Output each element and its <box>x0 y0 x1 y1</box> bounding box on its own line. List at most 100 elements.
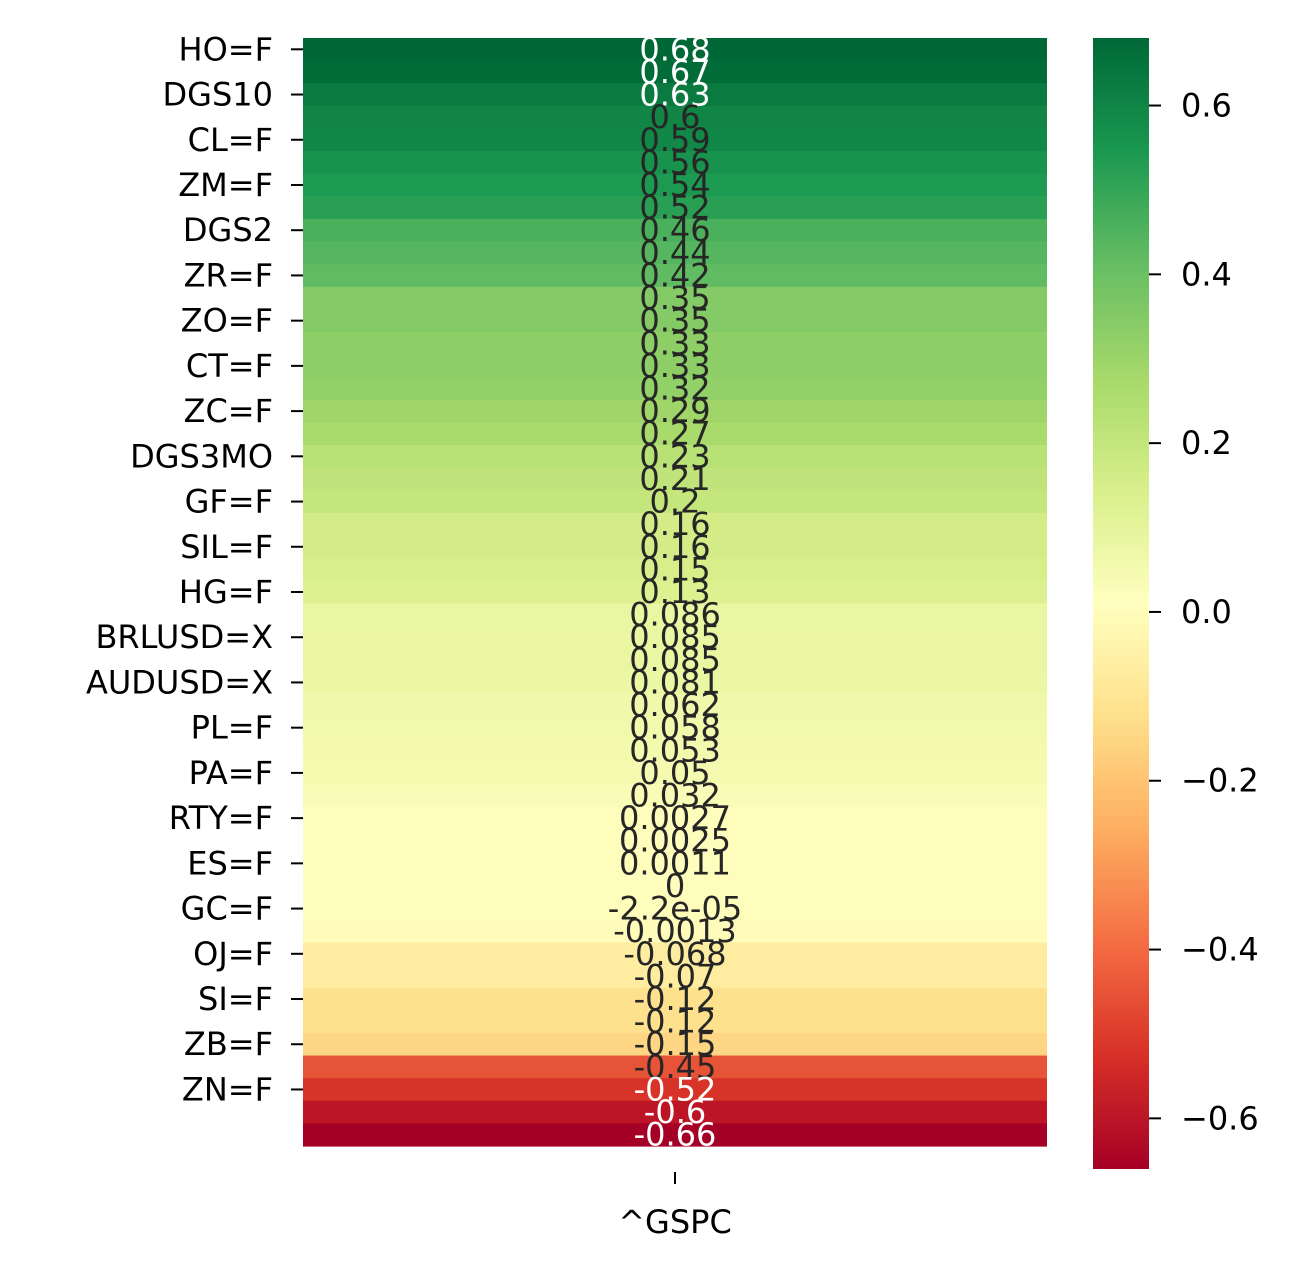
cell-annotations: 0.680.670.630.60.590.560.540.520.460.440… <box>608 30 742 1153</box>
y-axis-tick-label: SIL=F <box>180 528 273 566</box>
colorbar-tick-label: 0.2 <box>1181 424 1232 462</box>
cell-annotation: 0.05 <box>639 754 710 792</box>
heatmap-cell <box>303 852 1047 876</box>
cell-annotation: 0.42 <box>639 256 710 294</box>
heatmap-cell <box>303 151 1047 175</box>
y-axis-tick-label: GC=F <box>181 890 273 928</box>
heatmap-cell <box>303 671 1047 695</box>
heatmap-cell <box>303 467 1047 491</box>
y-axis-tick-label: ES=F <box>187 844 273 882</box>
heatmap-cell <box>303 286 1047 310</box>
cell-annotation: 0.058 <box>629 709 721 747</box>
cell-annotation: 0.085 <box>629 618 721 656</box>
heatmap-cell <box>303 693 1047 717</box>
y-axis-tick-label: ZC=F <box>184 392 273 430</box>
cell-annotation: 0.67 <box>639 53 710 91</box>
cell-annotation: 0.13 <box>639 573 710 611</box>
heatmap-cell <box>303 603 1047 627</box>
heatmap-cell <box>303 490 1047 514</box>
cell-annotation: -0.0013 <box>613 912 737 950</box>
cell-annotation: 0.29 <box>639 392 710 430</box>
cell-annotation: 0.46 <box>639 211 710 249</box>
heatmap-cell <box>303 738 1047 763</box>
heatmap-cell <box>303 806 1047 831</box>
y-axis-tick-label: SI=F <box>198 980 273 1018</box>
heatmap-cell <box>303 919 1047 944</box>
cell-annotation: 0.053 <box>629 731 721 769</box>
cell-annotation: 0.27 <box>639 415 710 453</box>
cell-annotation: 0.0025 <box>619 822 731 860</box>
heatmap-cell <box>303 874 1047 898</box>
heatmap-cell <box>303 648 1047 672</box>
y-axis-tick-label: ZN=F <box>182 1070 273 1108</box>
colorbar-tick-label: −0.2 <box>1181 762 1259 800</box>
heatmap-cell <box>303 1078 1047 1102</box>
heatmap-cell <box>303 535 1047 559</box>
cell-annotation: -0.15 <box>634 1025 717 1063</box>
heatmap-cell <box>303 897 1047 921</box>
heatmap-cell <box>303 1100 1047 1124</box>
y-axis-tick-label: PA=F <box>189 754 273 792</box>
cell-annotation: 0 <box>665 867 685 905</box>
cell-annotation: 0.16 <box>639 528 710 566</box>
colorbar-tick-label: −0.6 <box>1181 1099 1259 1137</box>
y-axis-tick-label: BRLUSD=X <box>95 618 273 656</box>
cell-annotation: 0.21 <box>639 460 710 498</box>
heatmap-cell <box>303 558 1047 582</box>
heatmap-cell <box>303 309 1047 333</box>
heatmap-cell <box>303 1010 1047 1034</box>
cell-annotation: -0.66 <box>634 1116 717 1154</box>
y-axis-tick-label: GF=F <box>185 483 273 521</box>
heatmap-cell <box>303 377 1047 401</box>
heatmap-cell <box>303 264 1047 288</box>
heatmap-cell <box>303 399 1047 424</box>
heatmap-cell <box>303 1123 1047 1147</box>
heatmap-cell <box>303 218 1047 243</box>
y-axis-tick-label: HO=F <box>179 30 273 68</box>
x-axis-tick-label: ^GSPC <box>618 1203 732 1241</box>
cell-annotation: 0.6 <box>650 98 701 136</box>
cell-annotation: 0.0027 <box>619 799 731 837</box>
y-axis-tick-label: CL=F <box>188 121 273 159</box>
cell-annotation: -0.6 <box>644 1093 706 1131</box>
heatmap-cells <box>303 38 1047 1147</box>
cell-annotation: 0.32 <box>639 369 710 407</box>
cell-annotation: 0.52 <box>639 189 710 227</box>
colorbar-tick-label: −0.4 <box>1181 931 1259 969</box>
colorbar-tick-label: 0.0 <box>1181 593 1232 631</box>
colorbar-tick-label: 0.6 <box>1181 87 1232 125</box>
y-axis-tick-label: OJ=F <box>193 935 273 973</box>
cell-annotation: 0.33 <box>639 324 710 362</box>
y-axis-tick-label: PL=F <box>191 709 273 747</box>
cell-annotation: 0.59 <box>639 121 710 159</box>
heatmap-cell <box>303 241 1047 265</box>
cell-annotation: 0.33 <box>639 347 710 385</box>
cell-annotation: 0.081 <box>629 663 721 701</box>
y-axis-tick-label: DGS2 <box>183 211 273 249</box>
colorbar-gradient <box>1093 38 1149 1169</box>
cell-annotation: 0.56 <box>639 143 710 181</box>
heatmap-cell <box>303 987 1047 1011</box>
heatmap-cell <box>303 83 1047 107</box>
heatmap-cell <box>303 422 1047 446</box>
heatmap-cell <box>303 331 1047 356</box>
heatmap-cell <box>303 38 1047 62</box>
cell-annotation: 0.44 <box>639 234 710 272</box>
heatmap-cell <box>303 445 1047 469</box>
cell-annotation: 0.2 <box>650 483 701 521</box>
cell-annotation: -0.07 <box>634 957 717 995</box>
heatmap-cell <box>303 829 1047 853</box>
colorbar-tick-label: 0.4 <box>1181 255 1232 293</box>
y-axis-tick-labels: HO=F DGS10 CL=F ZM=F DGS2 ZR=F ZO=F CT=F ZC=F DGS… <box>86 30 303 1108</box>
y-axis-tick-label: ZR=F <box>184 256 273 294</box>
heatmap-cell <box>303 784 1047 808</box>
heatmap-cell <box>303 580 1047 604</box>
heatmap-cell <box>303 1055 1047 1079</box>
heatmap-cell <box>303 128 1047 152</box>
cell-annotation: 0.68 <box>639 30 710 68</box>
cell-annotation: 0.062 <box>629 686 721 724</box>
heatmap-cell <box>303 761 1047 785</box>
cell-annotation: 0.23 <box>639 437 710 475</box>
cell-annotation: -0.12 <box>634 980 717 1018</box>
